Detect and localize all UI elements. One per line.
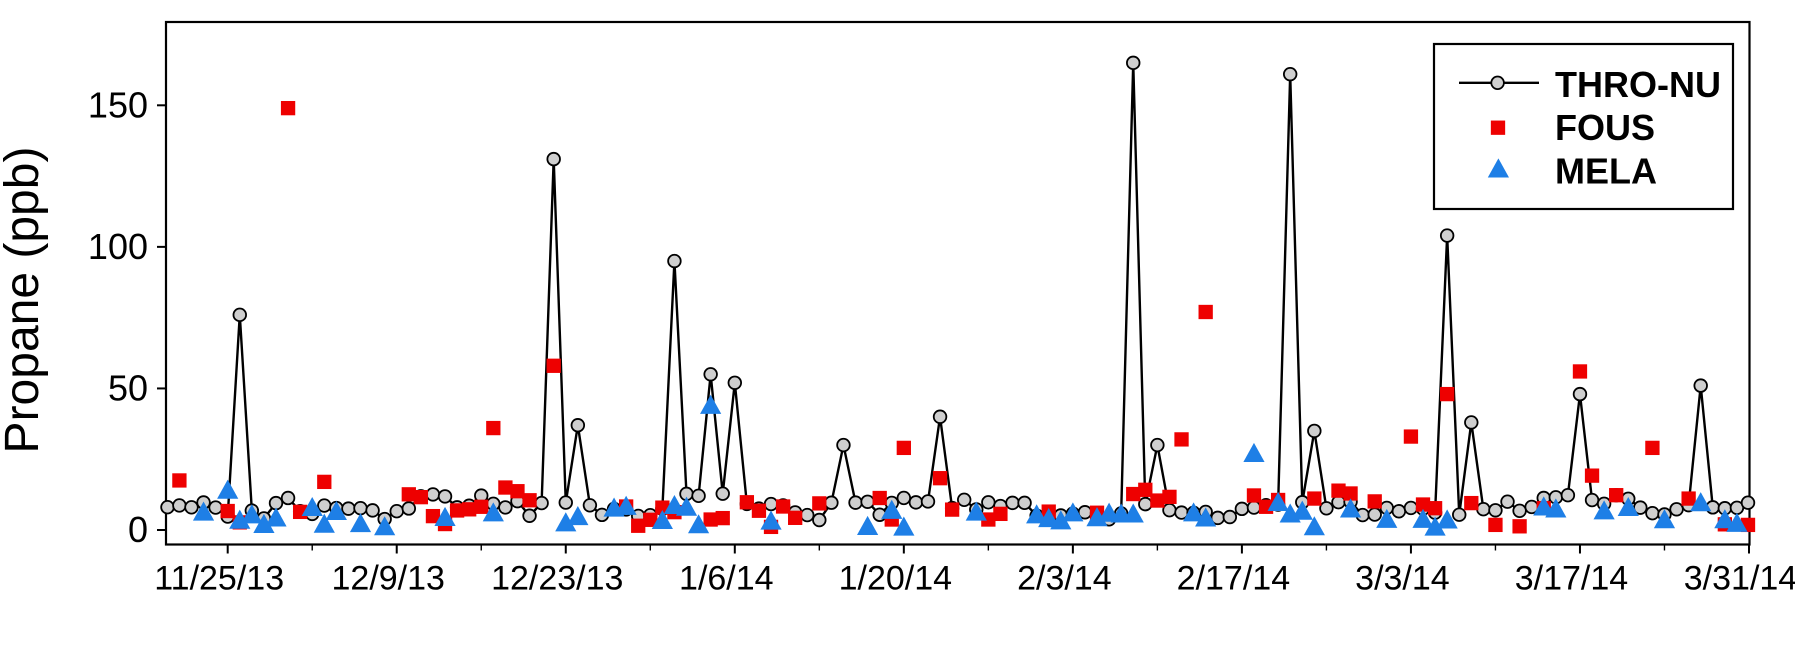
svg-text:3/17/14: 3/17/14 bbox=[1515, 560, 1628, 598]
svg-text:2/3/14: 2/3/14 bbox=[1017, 560, 1112, 598]
svg-text:FOUS: FOUS bbox=[1555, 107, 1655, 148]
svg-text:150: 150 bbox=[88, 84, 148, 125]
svg-text:2/17/14: 2/17/14 bbox=[1177, 560, 1290, 598]
svg-text:11/25/13: 11/25/13 bbox=[154, 560, 284, 598]
svg-text:12/9/13: 12/9/13 bbox=[332, 560, 445, 598]
svg-text:MELA: MELA bbox=[1555, 151, 1657, 192]
svg-text:THRO-NU: THRO-NU bbox=[1555, 64, 1721, 105]
svg-text:12/23/13: 12/23/13 bbox=[491, 560, 623, 598]
svg-text:3/3/14: 3/3/14 bbox=[1355, 560, 1450, 598]
svg-text:0: 0 bbox=[128, 509, 148, 550]
svg-text:50: 50 bbox=[108, 367, 148, 408]
svg-text:1/6/14: 1/6/14 bbox=[679, 560, 774, 598]
svg-text:Propane (ppb): Propane (ppb) bbox=[0, 147, 49, 454]
svg-text:1/20/14: 1/20/14 bbox=[839, 560, 952, 598]
svg-text:3/31/14: 3/31/14 bbox=[1684, 560, 1795, 598]
svg-text:100: 100 bbox=[88, 226, 148, 267]
